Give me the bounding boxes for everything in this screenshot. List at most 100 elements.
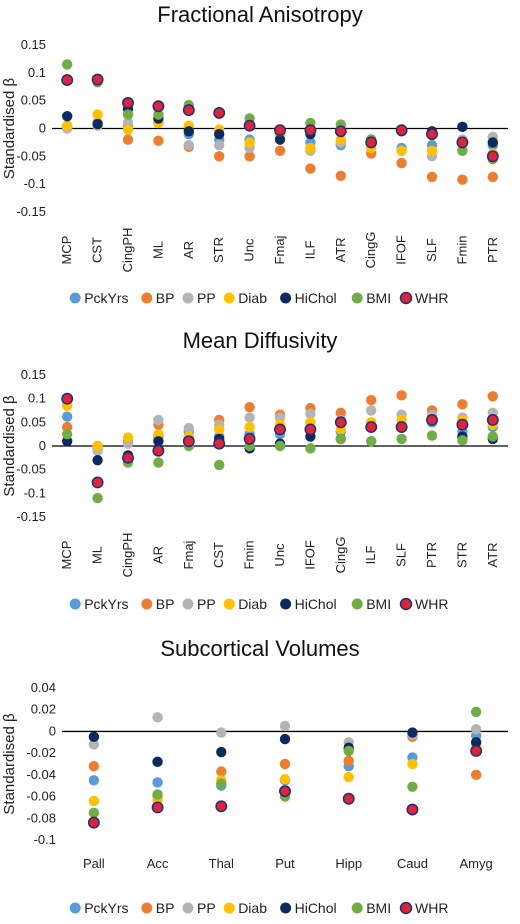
chart-2-point-bmi (61, 428, 73, 440)
chart-1-ytick-label: 0.05 (21, 93, 46, 108)
chart-1-point-bmi (122, 109, 134, 120)
chart-2-point-bmi (366, 436, 377, 447)
chart-3-legend-marker-pp (182, 902, 194, 914)
chart-3-category-label: Acc (147, 856, 169, 871)
chart-1-point-whr (182, 104, 195, 117)
chart-1-point-whr (274, 124, 286, 137)
chart-2-point-bp (457, 399, 468, 410)
chart-1-point-whr (213, 106, 226, 119)
chart-1-ytick-label: 0 (39, 121, 46, 136)
chart-3-point-whr (470, 745, 483, 757)
chart-1-legend-marker-pckyrs (69, 292, 81, 304)
chart-1-category-label: ILF (302, 241, 317, 260)
chart-3-point-hichol (152, 756, 163, 768)
chart-2-point-pp (305, 408, 316, 420)
chart-3-ytick-label: -0.08 (26, 810, 56, 825)
chart-3-point-hichol (216, 746, 227, 758)
chart-3-point-hichol (470, 737, 482, 748)
chart-2-category-label: SLF (394, 543, 409, 567)
chart-3-point-pp (279, 720, 291, 732)
chart-1-legend-label-hichol: HiChol (295, 290, 337, 306)
chart-1-point-diab (244, 137, 255, 148)
chart-1-point-hichol (214, 128, 225, 140)
chart-1-point-bp (122, 134, 134, 145)
chart-1-point-diab (305, 142, 316, 154)
chart-1-title: Fractional Anisotropy (157, 2, 362, 27)
chart-2-category-label: CST (211, 542, 226, 568)
chart-1-category-label: AR (181, 241, 196, 259)
chart-3-point-bmi (470, 706, 482, 718)
chart-3-ylabel: Standardised β (1, 713, 18, 815)
chart-1-point-hichol (487, 137, 498, 148)
chart-2-point-pp (183, 422, 194, 434)
chart-1-point-whr (334, 125, 347, 138)
chart-1-legend-marker-pp (182, 292, 194, 304)
chart-2-point-whr (61, 392, 74, 405)
chart-1-point-whr (122, 96, 134, 109)
chart-1-legend-marker-bp (141, 292, 153, 304)
chart-1-point-bp (214, 151, 225, 162)
chart-3-point-hichol (279, 733, 291, 745)
chart-1-point-diab (122, 124, 134, 135)
chart-3-legend-marker-bp (141, 902, 153, 914)
chart-1-point-whr (365, 136, 378, 149)
chart-2-legend-label-diab: Diab (238, 596, 267, 612)
chart-3-point-bp (216, 766, 227, 777)
chart-3-point-bp (88, 760, 100, 772)
chart-1-category-label: IFOF (394, 235, 409, 265)
chart-3-legend-marker-hichol (280, 902, 292, 914)
chart-1-point-bp (335, 170, 346, 182)
chart-3-point-whr (151, 801, 164, 814)
chart-1-ytick-label: -0.1 (24, 176, 46, 191)
chart-1-legend-label-pp: PP (197, 290, 216, 306)
chart-2-point-hichol (153, 436, 164, 447)
chart-2-legend-marker-pckyrs (69, 598, 81, 610)
chart-3-point-whr (215, 800, 228, 813)
chart-2-point-bmi (426, 430, 438, 441)
chart-2-category-label: AR (150, 546, 165, 564)
chart-2-category-label: CingG (333, 537, 348, 574)
chart-3-category-label: Amyg (460, 856, 493, 871)
chart-2-point-whr (152, 444, 165, 457)
chart-3-point-bp (279, 758, 291, 770)
chart-2-legend-marker-pp (182, 598, 194, 610)
chart-1-ytick-label: -0.05 (16, 148, 46, 163)
chart-3-point-bmi (407, 781, 418, 792)
chart-1-category-label: Unc (242, 238, 257, 262)
chart-1-point-whr (243, 119, 256, 132)
chart-3-point-hichol (407, 727, 418, 738)
chart-2-legend-label-whr: WHR (415, 596, 448, 612)
chart-3-legend-marker-bmi (351, 902, 363, 914)
chart-1-category-label: CingG (363, 232, 378, 269)
chart-2-point-hichol (92, 455, 103, 466)
chart-2-category-label: ML (90, 546, 105, 564)
chart-1-ytick-label: 0.1 (28, 65, 46, 80)
chart-3-point-whr (406, 803, 419, 816)
chart-2-point-bmi (92, 492, 103, 504)
chart-2-point-diab (122, 432, 134, 443)
chart-2-point-whr (91, 476, 104, 489)
chart-3-legend-label-pp: PP (197, 900, 216, 916)
chart-2-point-bp (396, 390, 407, 401)
chart-2-point-bmi (396, 433, 407, 445)
chart-1-legend-marker-hichol (280, 292, 292, 304)
chart-3-category-label: Thal (209, 856, 234, 871)
chart-3-point-pckyrs (88, 775, 100, 786)
chart-1-point-bp (487, 171, 498, 183)
chart-2-category-label: Unc (272, 543, 287, 567)
chart-3-point-diab (88, 795, 100, 807)
chart-1-category-label: ML (150, 241, 165, 259)
chart-3-category-label: Caud (397, 856, 428, 871)
chart-1-point-hichol (457, 121, 468, 133)
chart-1-category-label: Fmin (454, 236, 469, 265)
chart-2-point-whr (334, 416, 347, 429)
chart-3-ytick-label: 0.04 (31, 680, 56, 695)
chart-1-point-whr (91, 73, 104, 86)
chart-1-point-diab (92, 109, 103, 120)
chart-2-point-pp (244, 412, 255, 423)
chart-3-legend-label-hichol: HiChol (295, 900, 337, 916)
chart-3-legend-marker-whr (399, 901, 413, 915)
chart-1-category-label: STR (211, 237, 226, 263)
chart-1-legend-marker-bmi (351, 292, 363, 304)
